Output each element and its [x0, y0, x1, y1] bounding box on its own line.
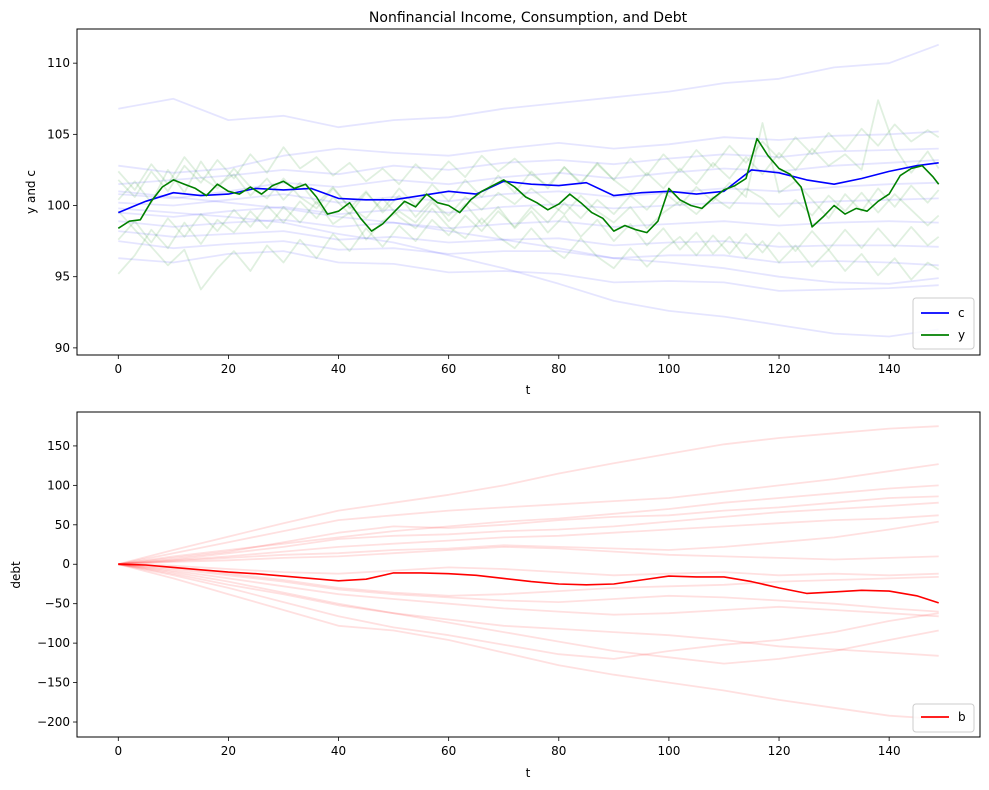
series-line-c	[117, 162, 939, 214]
background-path-2	[118, 130, 939, 174]
bottom-chart-y-axis-label: debt	[9, 561, 23, 589]
background-path-11	[118, 563, 939, 613]
y-tick-label: 150	[47, 439, 70, 453]
top-chart-legend-box	[912, 297, 975, 350]
legend-label-y: y	[958, 328, 965, 342]
top-chart-title: Nonfinancial Income, Consumption, and De…	[369, 10, 688, 26]
background-path-3	[118, 147, 939, 186]
y-tick-label: −150	[37, 676, 70, 690]
bottom-chart: 0 20 40 60 80 100 120 140 −200 −150 −100 −50 0 50 100…	[9, 411, 981, 780]
bottom-chart-legend-box	[912, 703, 975, 733]
y-tick-label: 90	[55, 341, 70, 355]
x-tick-label: 120	[768, 744, 791, 758]
x-tick-label: 80	[551, 744, 566, 758]
y-tick-label: −50	[45, 597, 70, 611]
y-tick-label: 0	[62, 557, 70, 571]
background-path-7	[118, 520, 939, 566]
series-line-b	[118, 563, 939, 604]
x-tick-label: 0	[114, 362, 122, 376]
x-tick-label: 120	[768, 362, 791, 376]
y-tick-label: 95	[55, 270, 70, 284]
y-tick-label: 100	[47, 199, 70, 213]
background-path-1	[118, 43, 940, 129]
x-tick-label: 140	[878, 362, 901, 376]
top-chart-x-axis: 0 20 40 60 80 100 120 140	[114, 355, 901, 376]
top-chart: Nonfinancial Income, Consumption, and De…	[24, 10, 981, 397]
bottom-chart-x-axis: 0 20 40 60 80 100 120 140	[114, 737, 901, 758]
background-path-6	[118, 514, 939, 566]
background-path-8	[118, 546, 939, 566]
x-tick-label: 140	[878, 744, 901, 758]
bottom-chart-series-lines	[118, 563, 939, 604]
background-path-10	[118, 250, 939, 292]
background-path-11	[118, 207, 939, 338]
y-tick-label: −200	[37, 715, 70, 729]
background-path-9	[118, 240, 939, 267]
background-path-14	[118, 563, 939, 660]
background-path-12	[118, 563, 939, 618]
background-path-15	[118, 563, 939, 720]
background-path-4	[118, 159, 939, 200]
x-tick-label: 60	[441, 362, 456, 376]
background-path-3	[118, 484, 939, 566]
x-tick-label: 60	[441, 744, 456, 758]
background-path-15	[117, 122, 940, 291]
top-chart-y-axis-label: y and c	[24, 170, 38, 214]
background-path-14	[117, 99, 940, 198]
background-path-4	[118, 495, 939, 566]
top-chart-x-axis-label: t	[526, 383, 531, 397]
background-path-16	[118, 563, 939, 665]
y-tick-label: 105	[47, 127, 70, 141]
x-tick-label: 40	[331, 744, 346, 758]
background-path-9	[118, 563, 939, 577]
bottom-chart-legend: b	[912, 703, 975, 733]
bottom-chart-y-axis: −200 −150 −100 −50 0 50 100 150	[37, 439, 77, 729]
top-chart-legend: c y	[912, 297, 975, 350]
x-tick-label: 100	[657, 744, 680, 758]
legend-label-c: c	[958, 306, 965, 320]
x-tick-label: 100	[657, 362, 680, 376]
bottom-chart-background-paths	[118, 425, 939, 720]
background-path-17	[117, 123, 940, 244]
x-tick-label: 20	[221, 362, 236, 376]
legend-label-b: b	[958, 710, 966, 724]
bottom-chart-x-axis-label: t	[526, 766, 531, 780]
y-tick-label: 110	[47, 56, 70, 70]
background-path-6	[118, 197, 939, 218]
x-tick-label: 0	[114, 744, 122, 758]
background-path-13	[118, 563, 939, 657]
top-chart-background-paths	[117, 43, 940, 338]
top-chart-frame	[76, 28, 981, 356]
series-line-y	[117, 137, 940, 234]
background-path-7	[118, 218, 939, 230]
background-path-10	[118, 563, 939, 597]
background-path-13	[117, 187, 940, 275]
bottom-chart-frame	[76, 411, 981, 738]
background-path-8	[118, 230, 939, 248]
background-path-5	[118, 501, 939, 566]
x-tick-label: 20	[221, 744, 236, 758]
y-tick-label: −100	[37, 636, 70, 650]
x-tick-label: 80	[551, 362, 566, 376]
background-path-1	[118, 425, 939, 566]
background-path-5	[118, 181, 939, 207]
x-tick-label: 40	[331, 362, 346, 376]
y-tick-label: 100	[47, 478, 70, 492]
y-tick-label: 50	[55, 518, 70, 532]
background-path-2	[118, 463, 939, 566]
top-chart-series-lines	[117, 137, 940, 234]
top-chart-y-axis: 90 95 100 105 110	[47, 56, 77, 355]
background-path-12	[118, 190, 939, 285]
